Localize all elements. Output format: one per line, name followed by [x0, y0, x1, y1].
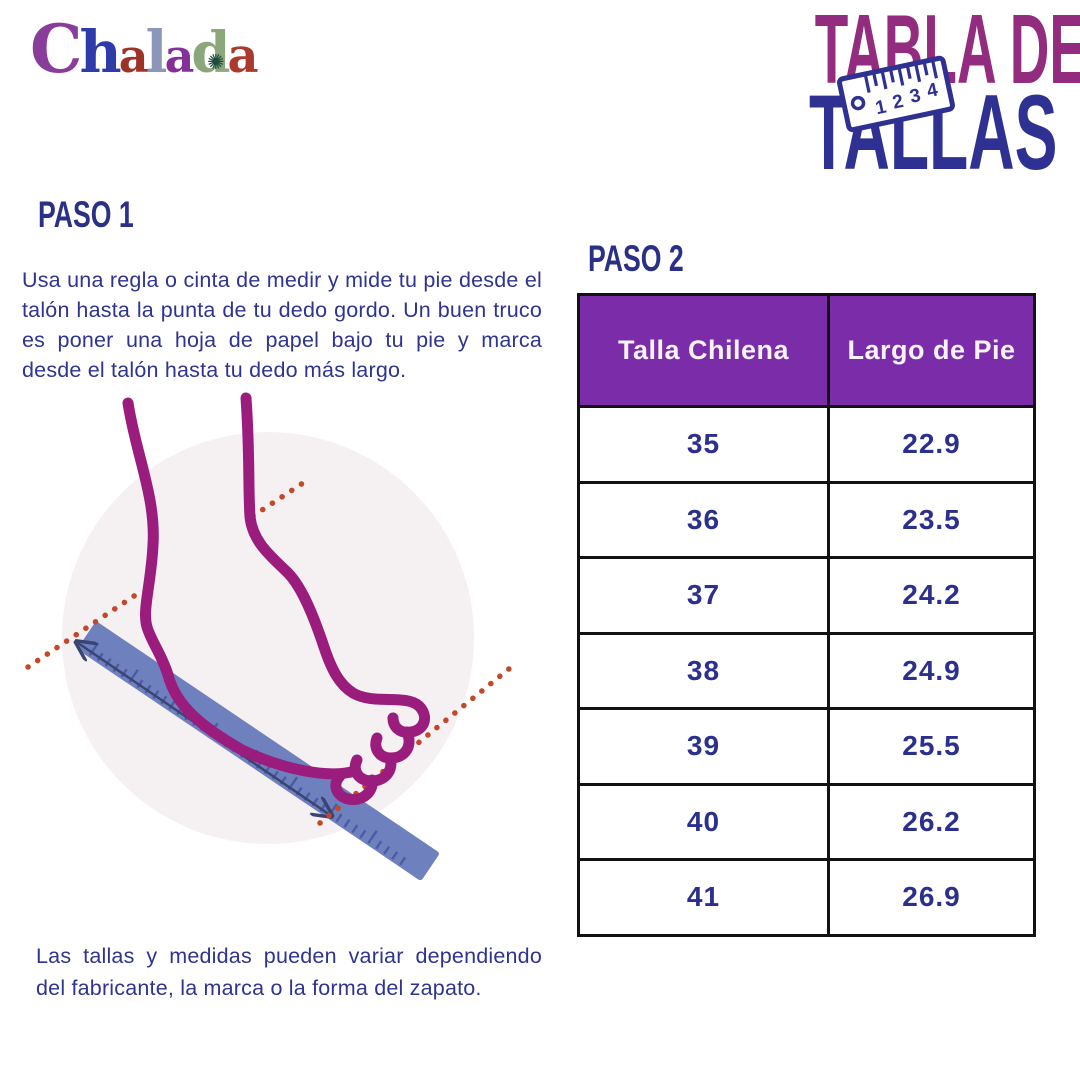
largo-value: 26.9: [827, 858, 1036, 937]
talla-value: 35: [577, 405, 830, 484]
table-row: 39 25.5: [577, 707, 1036, 786]
table-row: 36 23.5: [577, 480, 1036, 559]
brand-letter: a: [227, 28, 259, 84]
talla-value: 36: [577, 480, 830, 559]
step1-instructions: Usa una regla o cinta de medir y mide tu…: [22, 267, 542, 382]
svg-text:4: 4: [925, 79, 940, 102]
size-table-header-largo: Largo de Pie: [827, 293, 1036, 408]
largo-value: 22.9: [827, 405, 1036, 484]
disclaimer-text: Las tallas y medidas pueden variar depen…: [36, 943, 542, 1000]
talla-value: 38: [577, 631, 830, 710]
svg-text:1: 1: [874, 96, 889, 119]
largo-value: 24.9: [827, 631, 1036, 710]
brand-letter: C: [30, 10, 83, 88]
table-row: 41 26.9: [577, 858, 1036, 937]
table-row: 35 22.9: [577, 405, 1036, 484]
foot-measure-illustration: [25, 392, 513, 881]
foot-outline: [122, 392, 431, 806]
guide-dotted-lines: [25, 480, 513, 826]
largo-value: 25.5: [827, 707, 1036, 786]
size-table-header-row: Talla Chilena Largo de Pie: [577, 293, 1036, 408]
brand-letter: l: [145, 18, 168, 86]
size-table: Talla Chilena Largo de Pie 35 22.9 36 23…: [577, 293, 1036, 937]
table-row: 38 24.9: [577, 631, 1036, 710]
largo-value: 23.5: [827, 480, 1036, 559]
brand-letter: h: [79, 18, 122, 86]
talla-value: 41: [577, 858, 830, 937]
brand-letter: d: [191, 20, 231, 86]
brand-letter: a: [164, 29, 195, 83]
talla-value: 40: [577, 782, 830, 861]
svg-text:3: 3: [908, 85, 923, 108]
flower-icon: ✺: [207, 50, 225, 74]
ruler-icon: 1 2 3 4: [836, 55, 956, 133]
table-row: 40 26.2: [577, 782, 1036, 861]
illustration-background-circle: [62, 432, 474, 844]
brand-letter: a: [118, 29, 149, 83]
brand-logo: C h a l a d a ✺: [30, 10, 259, 104]
step1-heading: PASO 1: [38, 194, 134, 235]
talla-value: 39: [577, 707, 830, 786]
talla-value: 37: [577, 556, 830, 635]
largo-value: 24.2: [827, 556, 1036, 635]
table-row: 37 24.2: [577, 556, 1036, 635]
largo-value: 26.2: [827, 782, 1036, 861]
size-table-header-talla: Talla Chilena: [577, 293, 830, 408]
step2-heading: PASO 2: [588, 238, 684, 279]
svg-text:2: 2: [891, 91, 906, 114]
